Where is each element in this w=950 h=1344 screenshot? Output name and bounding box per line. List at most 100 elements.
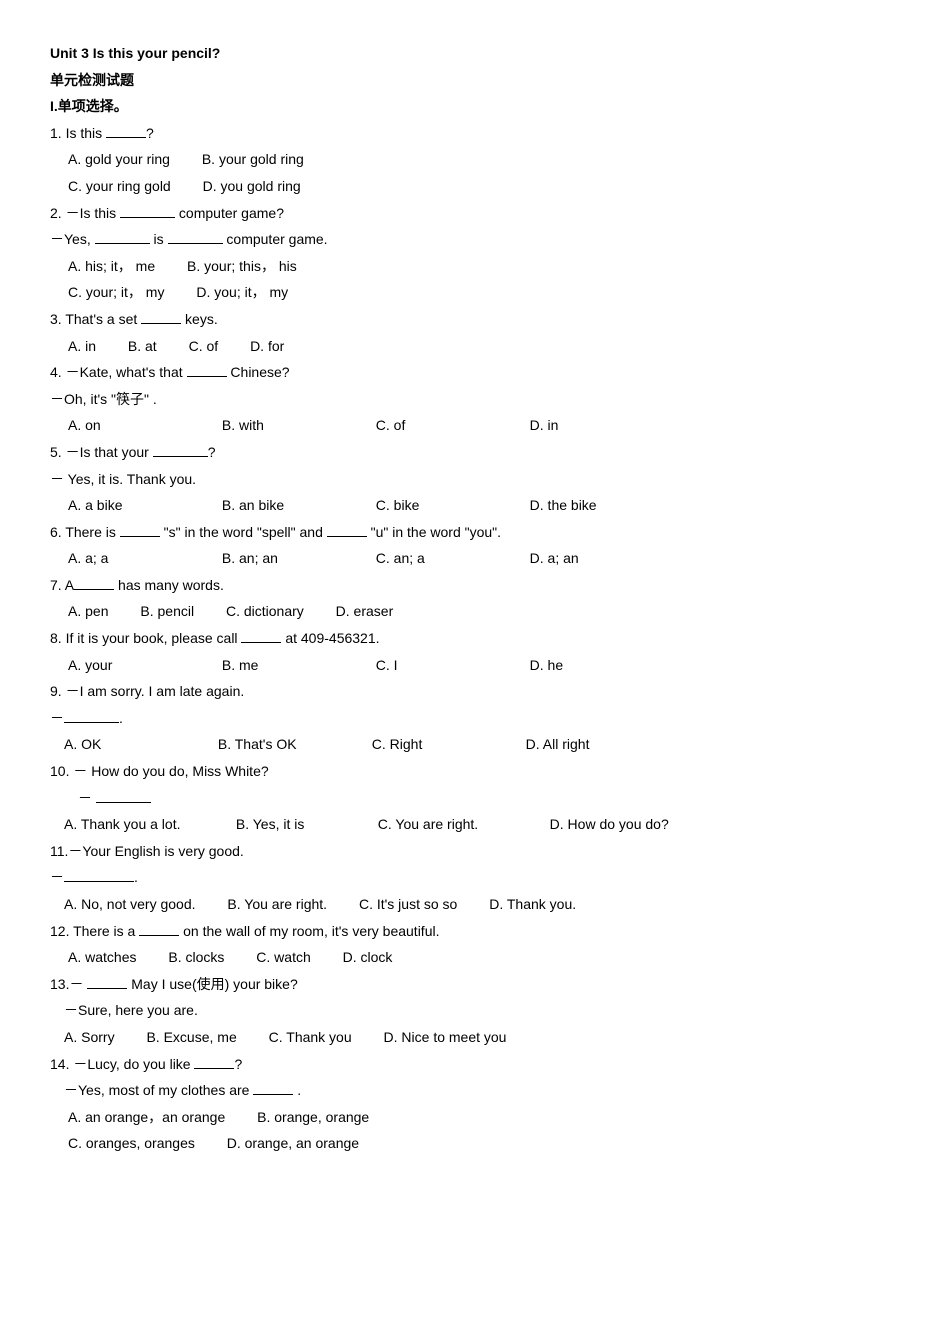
q12-opt-d: D. clock: [343, 944, 393, 971]
section-1-heading: I.单项选择。: [50, 93, 900, 120]
q5-line2: － Yes, it is. Thank you.: [50, 466, 900, 493]
q5-opt-b: B. an bike: [222, 492, 372, 519]
q13-opt-d: D. Nice to meet you: [384, 1024, 507, 1051]
q1-opt-a: A. gold your ring: [68, 146, 170, 173]
q9-opt-b: B. That's OK: [218, 731, 368, 758]
blank: [64, 867, 134, 882]
blank: [87, 974, 127, 989]
q5-stem: 5. －Is that your ?: [50, 439, 900, 466]
q5-opt-a: A. a bike: [68, 492, 218, 519]
q8-opt-c: C. I: [376, 652, 526, 679]
q6-opt-b: B. an; an: [222, 545, 372, 572]
q7-opt-d: D. eraser: [336, 598, 394, 625]
q6-opt-d: D. a; an: [530, 545, 680, 572]
q7-stem-a: 7. A: [50, 577, 74, 593]
q5-stem-b: ?: [208, 444, 216, 460]
q13-stem: 13.－ May I use(使用) your bike?: [50, 971, 900, 998]
q6-opt-c: C. an; a: [376, 545, 526, 572]
blank: [168, 229, 223, 244]
q10-opt-a: A. Thank you a lot.: [64, 811, 204, 838]
q1-opt-d: D. you gold ring: [203, 173, 301, 200]
q2-opt-a: A. his; it， me: [68, 253, 155, 280]
q8-opts: A. your B. me C. I D. he: [50, 652, 900, 679]
q14-opt-b: B. orange, orange: [257, 1104, 369, 1131]
blank: [253, 1080, 293, 1095]
q9-stem: 9. －I am sorry. I am late again.: [50, 678, 900, 705]
q2-stem-b: computer game?: [175, 205, 284, 221]
q10-opt-b: B. Yes, it is: [236, 811, 346, 838]
q4-line2: －Oh, it's "筷子" .: [50, 386, 900, 413]
q7-opt-a: A. pen: [68, 598, 108, 625]
q2-stem: 2. －Is this computer game?: [50, 200, 900, 227]
q3-opt-b: B. at: [128, 333, 157, 360]
blank: [139, 921, 179, 936]
q9-opt-c: C. Right: [372, 731, 522, 758]
q4-stem-b: Chinese?: [227, 364, 290, 380]
q11-opt-c: C. It's just so so: [359, 891, 457, 918]
q12-opt-b: B. clocks: [168, 944, 224, 971]
q14-stem-a: 14. －Lucy, do you like: [50, 1056, 194, 1072]
q12-opt-c: C. watch: [256, 944, 310, 971]
q6-stem-a: 6. There is: [50, 524, 120, 540]
q11-line2a: －: [50, 869, 64, 885]
q14-stem: 14. －Lucy, do you like ?: [50, 1051, 900, 1078]
q7-opt-c: C. dictionary: [226, 598, 304, 625]
q1-opt-b: B. your gold ring: [202, 146, 304, 173]
q9-opts: A. OK B. That's OK C. Right D. All right: [50, 731, 900, 758]
q4-stem-a: 4. －Kate, what's that: [50, 364, 187, 380]
q2-opt-b: B. your; this， his: [187, 253, 297, 280]
q12-stem-a: 12. There is a: [50, 923, 139, 939]
q4-opts: A. on B. with C. of D. in: [50, 412, 900, 439]
q8-stem-a: 8. If it is your book, please call: [50, 630, 241, 646]
q4-opt-b: B. with: [222, 412, 372, 439]
blank: [120, 203, 175, 218]
title-en: Unit 3 Is this your pencil?: [50, 40, 900, 67]
q11-opts: A. No, not very good. B. You are right. …: [50, 891, 900, 918]
q14-opts-row1: A. an orange，an orange B. orange, orange: [50, 1104, 900, 1131]
q14-line2b: .: [293, 1082, 301, 1098]
q12-opts: A. watches B. clocks C. watch D. clock: [50, 944, 900, 971]
q2-line2a: －Yes,: [50, 231, 95, 247]
q11-stem: 11.－Your English is very good.: [50, 838, 900, 865]
q4-stem: 4. －Kate, what's that Chinese?: [50, 359, 900, 386]
q9-line2: －.: [50, 705, 900, 732]
blank: [187, 362, 227, 377]
q8-opt-b: B. me: [222, 652, 372, 679]
q14-line2a: －Yes, most of my clothes are: [64, 1082, 253, 1098]
q14-opt-a: A. an orange，an orange: [68, 1104, 225, 1131]
q3-stem-a: 3. That's a set: [50, 311, 141, 327]
q10-opt-c: C. You are right.: [378, 811, 518, 838]
q13-opt-c: C. Thank you: [269, 1024, 352, 1051]
q10-stem: 10. － How do you do, Miss White?: [50, 758, 900, 785]
q14-opt-c: C. oranges, oranges: [68, 1130, 195, 1157]
q5-opt-c: C. bike: [376, 492, 526, 519]
q7-stem: 7. A has many words.: [50, 572, 900, 599]
q2-opts-row1: A. his; it， me B. your; this， his: [50, 253, 900, 280]
q2-opt-c: C. your; it， my: [68, 279, 164, 306]
q6-opt-a: A. a; a: [68, 545, 218, 572]
q7-opts: A. pen B. pencil C. dictionary D. eraser: [50, 598, 900, 625]
q8-opt-a: A. your: [68, 652, 218, 679]
q8-stem: 8. If it is your book, please call at 40…: [50, 625, 900, 652]
blank: [153, 442, 208, 457]
q5-opts: A. a bike B. an bike C. bike D. the bike: [50, 492, 900, 519]
q8-opt-d: D. he: [530, 652, 680, 679]
q6-stem: 6. There is "s" in the word "spell" and …: [50, 519, 900, 546]
q13-stem-a: 13.－: [50, 976, 87, 992]
q9-line2a: －: [50, 710, 64, 726]
q11-opt-d: D. Thank you.: [489, 891, 576, 918]
q13-stem-b: May I use(使用) your bike?: [127, 976, 297, 992]
q1-opts-row1: A. gold your ring B. your gold ring: [50, 146, 900, 173]
q2-opts-row2: C. your; it， my D. you; it， my: [50, 279, 900, 306]
q14-opt-d: D. orange, an orange: [227, 1130, 359, 1157]
q2-opt-d: D. you; it， my: [196, 279, 288, 306]
q11-opt-a: A. No, not very good.: [64, 891, 196, 918]
blank: [194, 1054, 234, 1069]
q13-line2: －Sure, here you are.: [50, 997, 900, 1024]
q6-opts: A. a; a B. an; an C. an; a D. a; an: [50, 545, 900, 572]
q12-opt-a: A. watches: [68, 944, 136, 971]
blank: [96, 788, 151, 803]
q14-stem-b: ?: [234, 1056, 242, 1072]
q9-opt-d: D. All right: [526, 731, 676, 758]
q2-line2: －Yes, is computer game.: [50, 226, 900, 253]
